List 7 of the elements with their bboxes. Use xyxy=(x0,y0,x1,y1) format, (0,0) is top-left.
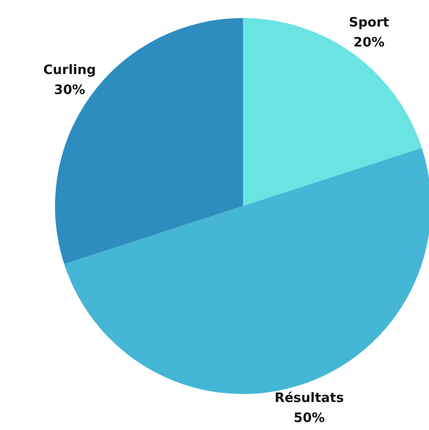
slice-label: Sport xyxy=(348,16,390,31)
data-label: 50% xyxy=(294,411,325,426)
slice-label: Curling xyxy=(43,63,96,78)
pie-slice xyxy=(243,18,422,206)
data-label: 20% xyxy=(353,36,385,51)
slice-label: Résultats xyxy=(274,391,344,406)
data-label: 30% xyxy=(54,83,86,98)
